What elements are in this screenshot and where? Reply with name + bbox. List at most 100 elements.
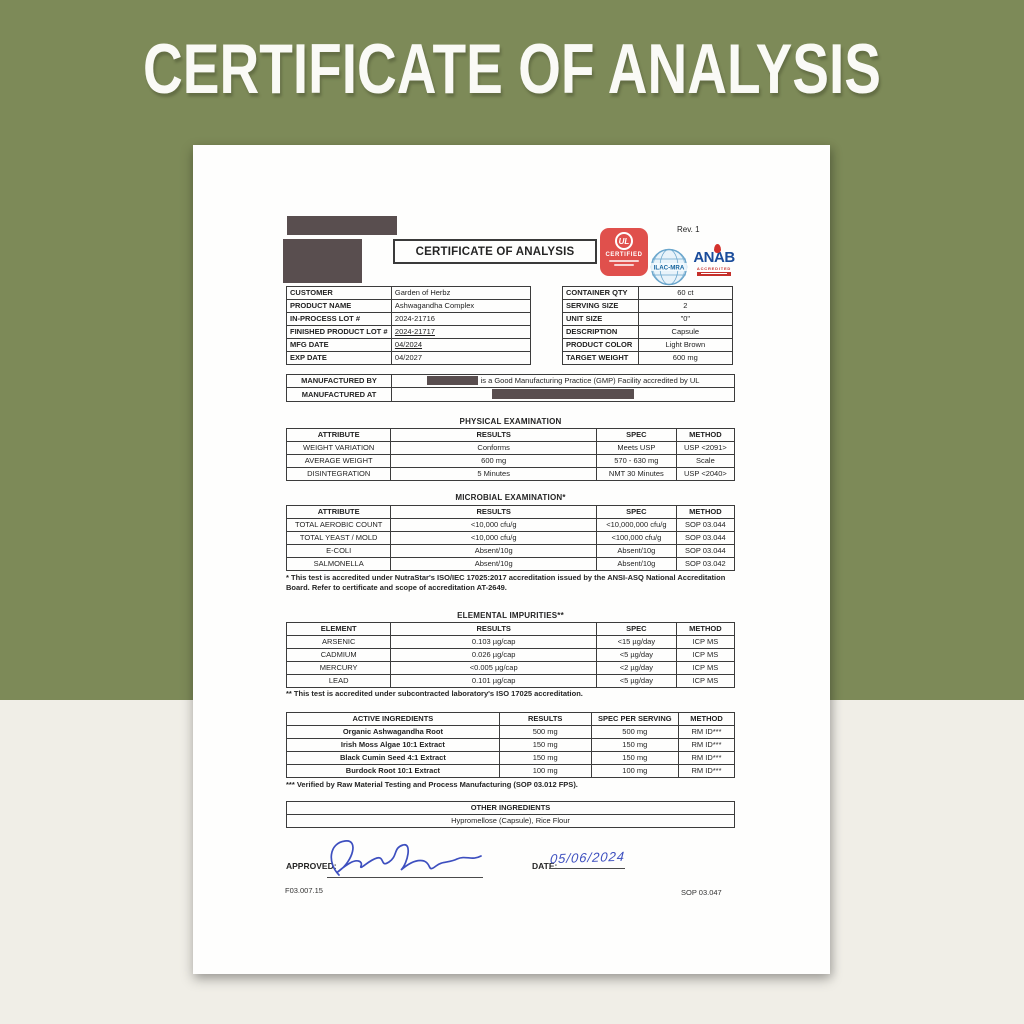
table-cell: 600 mg bbox=[637, 351, 734, 365]
revision-label: Rev. 1 bbox=[677, 225, 700, 234]
table-row: PRODUCT NAME Ashwagandha Complex bbox=[286, 299, 532, 313]
table-cell: Irish Moss Algae 10:1 Extract bbox=[286, 738, 500, 752]
table-row: EXP DATE 04/2027 bbox=[286, 351, 532, 365]
coa-title-box: CERTIFICATE OF ANALYSIS bbox=[393, 239, 597, 264]
table-cell: PRODUCT COLOR bbox=[562, 338, 639, 352]
ul-smallprint-line bbox=[609, 260, 639, 262]
elemental-impurities-heading: ELEMENTAL IMPURITIES** bbox=[457, 611, 564, 620]
column-header: METHOD bbox=[675, 505, 736, 519]
table-cell: Black Cumin Seed 4:1 Extract bbox=[286, 751, 500, 765]
anab-logo: ANAB ACCREDITED bbox=[690, 244, 738, 276]
table-cell: <0.005 µg/cap bbox=[390, 661, 597, 675]
column-header: SPEC PER SERVING bbox=[590, 712, 679, 726]
table-cell: IN-PROCESS LOT # bbox=[286, 312, 392, 326]
redaction-box-logo bbox=[283, 239, 362, 283]
table-cell: Organic Ashwagandha Root bbox=[286, 725, 500, 739]
table-row: DESCRIPTION Capsule bbox=[562, 325, 734, 339]
table-row: WEIGHT VARIATION Conforms Meets USP USP <20… bbox=[285, 441, 736, 455]
table-row: LEAD 0.101 µg/cap <5 µg/day ICP MS bbox=[285, 674, 736, 688]
column-header: ATTRIBUTE bbox=[285, 505, 392, 519]
table-cell: 60 ct bbox=[637, 286, 734, 300]
table-cell: CUSTOMER bbox=[286, 286, 392, 300]
redaction-box-address bbox=[492, 389, 634, 399]
table-row: MANUFACTURED BY is a Good Manufacturing … bbox=[286, 374, 735, 388]
table-cell: Absent/10g bbox=[390, 557, 597, 571]
table-row: MERCURY <0.005 µg/cap <2 µg/day ICP MS bbox=[285, 661, 736, 675]
table-cell: Capsule bbox=[637, 325, 734, 339]
table-row: Black Cumin Seed 4:1 Extract 150 mg 150 mg… bbox=[286, 751, 736, 765]
table-cell: ARSENIC bbox=[285, 635, 392, 649]
column-header: METHOD bbox=[677, 712, 736, 726]
elemental-footnote: ** This test is accredited under subcont… bbox=[286, 689, 583, 698]
anab-accredited-label: ACCREDITED bbox=[696, 265, 732, 271]
table-cell: TOTAL AEROBIC COUNT bbox=[285, 518, 392, 532]
physical-examination-heading: PHYSICAL EXAMINATION bbox=[459, 417, 562, 426]
table-cell: EXP DATE bbox=[286, 351, 392, 365]
table-cell: SOP 03.044 bbox=[675, 544, 736, 558]
table-row: PRODUCT COLOR Light Brown bbox=[562, 338, 734, 352]
table-cell: ICP MS bbox=[675, 674, 736, 688]
column-header: ATTRIBUTE bbox=[285, 428, 392, 442]
table-cell: Scale bbox=[675, 454, 736, 468]
table-cell: CONTAINER QTY bbox=[562, 286, 639, 300]
microbial-footnote: * This test is accredited under NutraSta… bbox=[286, 573, 726, 592]
active-ingredients-table: ACTIVE INGREDIENTS RESULTS SPEC PER SERVIN… bbox=[286, 712, 736, 778]
table-cell: 150 mg bbox=[590, 751, 679, 765]
product-info-table-left: CUSTOMER Garden of Herbz PRODUCT NAME Ashwa… bbox=[286, 286, 532, 365]
microbial-examination-table: ATTRIBUTE RESULTS SPEC METHOD TOTAL AEROBIC … bbox=[285, 505, 736, 571]
anab-flame-icon bbox=[714, 244, 721, 253]
table-cell: <15 µg/day bbox=[596, 635, 677, 649]
table-cell: TOTAL YEAST / MOLD bbox=[285, 531, 392, 545]
ul-logo-icon: UL bbox=[615, 232, 633, 250]
table-row: Hypromellose (Capsule), Rice Flour bbox=[286, 814, 735, 828]
manufactured-at-label: MANUFACTURED AT bbox=[286, 387, 392, 402]
table-cell: 2024-21716 bbox=[390, 312, 532, 326]
table-cell: SOP 03.044 bbox=[675, 531, 736, 545]
table-cell: ICP MS bbox=[675, 661, 736, 675]
table-cell: MFG DATE bbox=[286, 338, 392, 352]
table-cell: 04/2027 bbox=[390, 351, 532, 365]
table-cell: RM ID*** bbox=[677, 751, 736, 765]
table-cell: ICP MS bbox=[675, 648, 736, 662]
table-cell: NMT 30 Minutes bbox=[596, 467, 677, 481]
table-header-row: ELEMENT RESULTS SPEC METHOD bbox=[285, 622, 736, 636]
table-cell: DESCRIPTION bbox=[562, 325, 639, 339]
table-cell: 5 Minutes bbox=[390, 467, 597, 481]
table-cell: Burdock Root 10:1 Extract bbox=[286, 764, 500, 778]
ul-certified-label: CERTIFIED bbox=[605, 252, 643, 258]
table-cell: "0" bbox=[637, 312, 734, 326]
date-label: DATE: bbox=[532, 861, 558, 871]
table-row: AVERAGE WEIGHT 600 mg 570 - 630 mg Scale bbox=[285, 454, 736, 468]
table-cell: 0.026 µg/cap bbox=[390, 648, 597, 662]
column-header: METHOD bbox=[675, 428, 736, 442]
active-footnote: *** Verified by Raw Material Testing and… bbox=[286, 780, 578, 789]
table-cell: 100 mg bbox=[498, 764, 592, 778]
column-header: RESULTS bbox=[498, 712, 592, 726]
table-row: CADMIUM 0.026 µg/cap <5 µg/day ICP MS bbox=[285, 648, 736, 662]
ilac-mra-label: ILAC-MRA bbox=[654, 265, 685, 272]
table-cell: USP <2040> bbox=[675, 467, 736, 481]
ul-smallprint-line bbox=[614, 264, 634, 266]
column-header: SPEC bbox=[596, 505, 677, 519]
coa-title: CERTIFICATE OF ANALYSIS bbox=[415, 245, 575, 258]
table-cell: <100,000 cfu/g bbox=[596, 531, 677, 545]
table-row: MFG DATE 04/2024 bbox=[286, 338, 532, 352]
form-number: F03.007.15 bbox=[285, 886, 323, 895]
table-cell: TARGET WEIGHT bbox=[562, 351, 639, 365]
table-cell: Absent/10g bbox=[390, 544, 597, 558]
manufactured-by-value: is a Good Manufacturing Practice (GMP) F… bbox=[391, 374, 735, 388]
redaction-box-top bbox=[287, 216, 397, 235]
table-cell: Conforms bbox=[390, 441, 597, 455]
manufactured-by-text: is a Good Manufacturing Practice (GMP) F… bbox=[480, 376, 700, 385]
table-cell: PRODUCT NAME bbox=[286, 299, 392, 313]
table-cell: 04/2024 bbox=[390, 338, 532, 352]
table-row: TARGET WEIGHT 600 mg bbox=[562, 351, 734, 365]
table-cell: Garden of Herbz bbox=[390, 286, 532, 300]
approved-label: APPROVED: bbox=[286, 861, 337, 871]
manufactured-by-label: MANUFACTURED BY bbox=[286, 374, 392, 388]
table-cell: <5 µg/day bbox=[596, 674, 677, 688]
table-cell: SOP 03.042 bbox=[675, 557, 736, 571]
table-row: ARSENIC 0.103 µg/cap <15 µg/day ICP MS bbox=[285, 635, 736, 649]
page-title: CERTIFICATE OF ANALYSIS bbox=[143, 29, 881, 109]
